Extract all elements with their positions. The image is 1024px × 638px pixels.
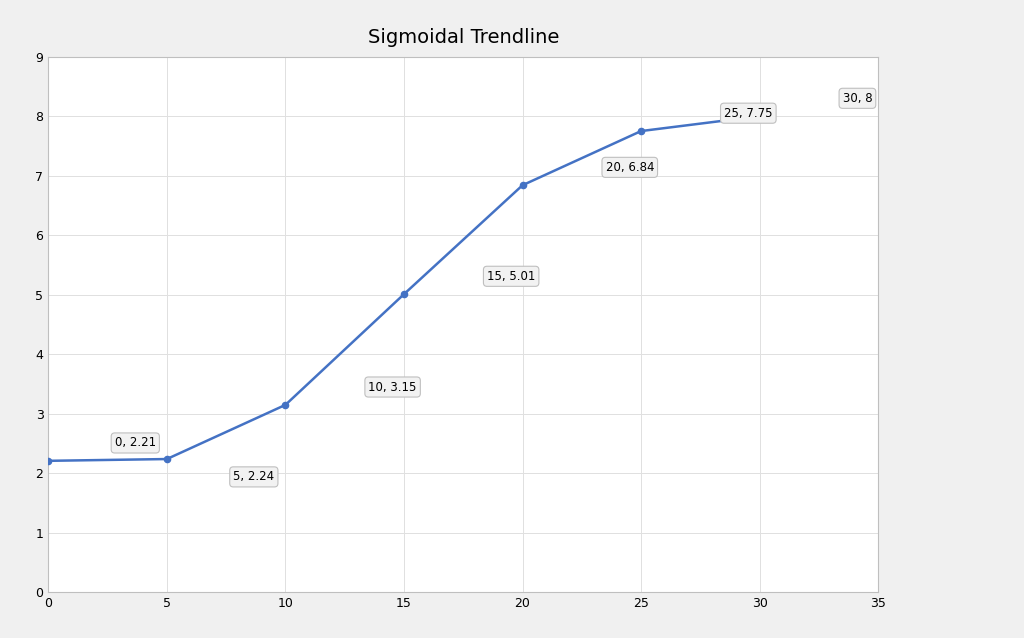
Point [396, 289, 413, 299]
Title: Sigmoidal Trendline: Sigmoidal Trendline [368, 28, 559, 47]
Text: 5, 2.24: 5, 2.24 [233, 470, 274, 484]
Point [40, 456, 56, 466]
Text: 15, 5.01: 15, 5.01 [487, 270, 536, 283]
Text: 20, 6.84: 20, 6.84 [605, 161, 654, 174]
Point [633, 126, 649, 136]
Point [752, 111, 768, 121]
Text: 30, 8: 30, 8 [843, 92, 872, 105]
Point [159, 454, 175, 464]
Point [514, 180, 530, 190]
Point [278, 400, 294, 410]
Text: 25, 7.75: 25, 7.75 [724, 107, 772, 120]
Text: 0, 2.21: 0, 2.21 [115, 436, 156, 449]
Text: 10, 3.15: 10, 3.15 [369, 380, 417, 394]
